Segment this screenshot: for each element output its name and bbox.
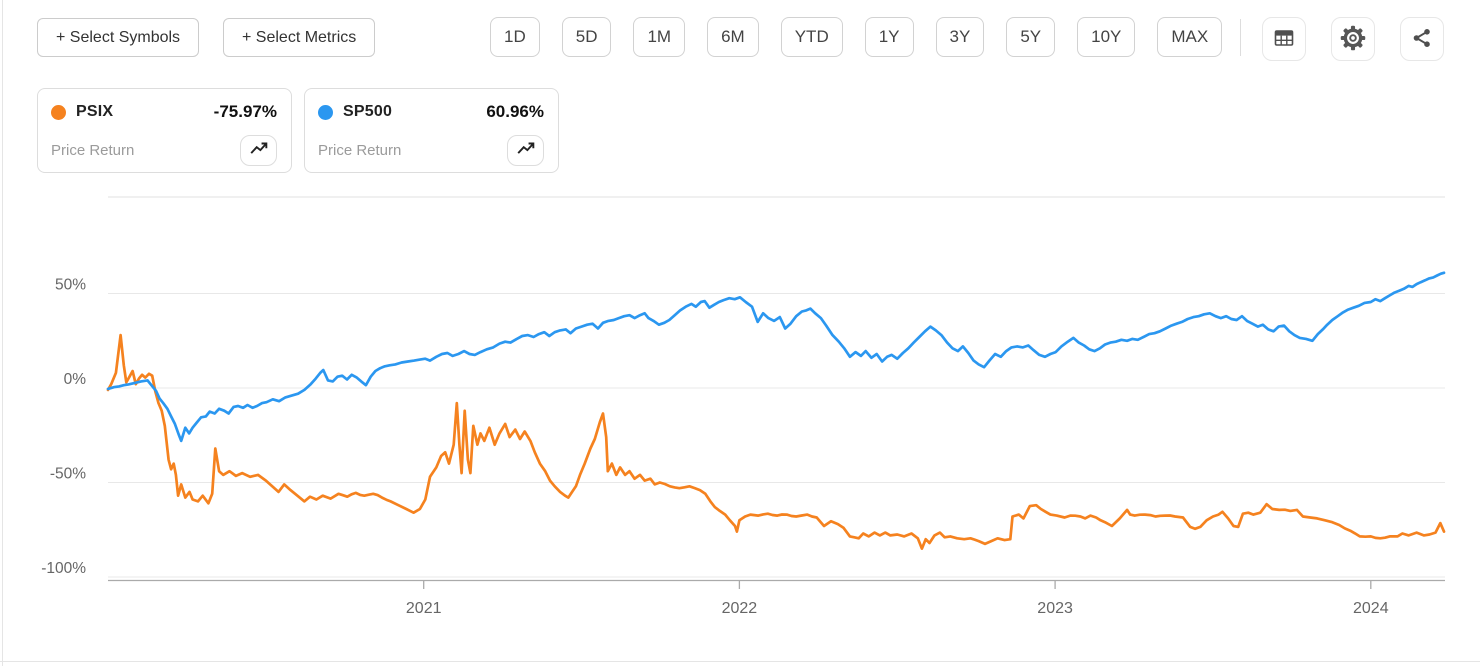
symbol-name: SP500	[343, 103, 393, 120]
psix-line	[106, 333, 1446, 550]
toolbar-divider	[1240, 19, 1241, 56]
range-button-5y[interactable]: 5Y	[1006, 17, 1056, 57]
range-button-3y[interactable]: 3Y	[935, 17, 985, 57]
x-axis-label: 2022	[722, 600, 758, 617]
x-axis-label: 2023	[1037, 600, 1073, 617]
share-icon	[1410, 26, 1434, 53]
range-button-ytd[interactable]: YTD	[780, 17, 843, 57]
chart-plot-area[interactable]	[108, 197, 1445, 581]
legend-card-header: PSIX -75.97%	[51, 102, 277, 122]
range-button-max[interactable]: MAX	[1157, 17, 1223, 57]
legend-card-psix[interactable]: PSIX -75.97% Price Return	[37, 88, 292, 173]
sp500-line	[106, 271, 1446, 443]
y-axis-label: 50%	[55, 277, 86, 294]
legend-card-sp500[interactable]: SP500 60.96% Price Return	[304, 88, 559, 173]
psix-series-color-dot	[51, 104, 66, 120]
range-selector: 1D 5D 1M 6M YTD 1Y 3Y 5Y 10Y MAX	[490, 17, 1223, 57]
y-axis-label: -100%	[41, 560, 86, 577]
symbol-return-value: 60.96%	[486, 102, 544, 121]
symbol-name: PSIX	[76, 103, 114, 120]
x-axis-label: 2024	[1353, 600, 1389, 617]
trending-up-icon	[515, 138, 537, 163]
share-button[interactable]	[1400, 17, 1444, 61]
x-axis-label: 2021	[406, 600, 442, 617]
data-table-button[interactable]	[1262, 17, 1306, 61]
legend-card-header: SP500 60.96%	[318, 102, 544, 122]
trending-up-icon	[248, 138, 270, 163]
panel-bottom-edge	[0, 661, 1480, 662]
range-button-10y[interactable]: 10Y	[1077, 17, 1136, 57]
y-axis-label: -50%	[50, 466, 86, 483]
range-button-1m[interactable]: 1M	[633, 17, 686, 57]
psix-trend-button[interactable]	[240, 135, 277, 166]
select-metrics-button[interactable]: + Select Metrics	[223, 18, 376, 57]
metric-label: Price Return	[51, 142, 135, 159]
select-symbols-button[interactable]: + Select Symbols	[37, 18, 200, 57]
panel-left-edge	[2, 0, 3, 666]
settings-button[interactable]	[1331, 17, 1375, 61]
y-axis-label: 0%	[64, 371, 87, 388]
gear-icon	[1340, 25, 1366, 54]
range-button-1y[interactable]: 1Y	[864, 17, 914, 57]
sp500-trend-button[interactable]	[507, 135, 544, 166]
range-button-1d[interactable]: 1D	[490, 17, 540, 57]
range-button-5d[interactable]: 5D	[561, 17, 612, 57]
table-icon	[1272, 26, 1296, 53]
symbol-return-value: -75.97%	[213, 102, 277, 121]
range-button-6m[interactable]: 6M	[707, 17, 759, 57]
metric-label: Price Return	[318, 142, 402, 159]
sp500-series-color-dot	[318, 104, 333, 120]
